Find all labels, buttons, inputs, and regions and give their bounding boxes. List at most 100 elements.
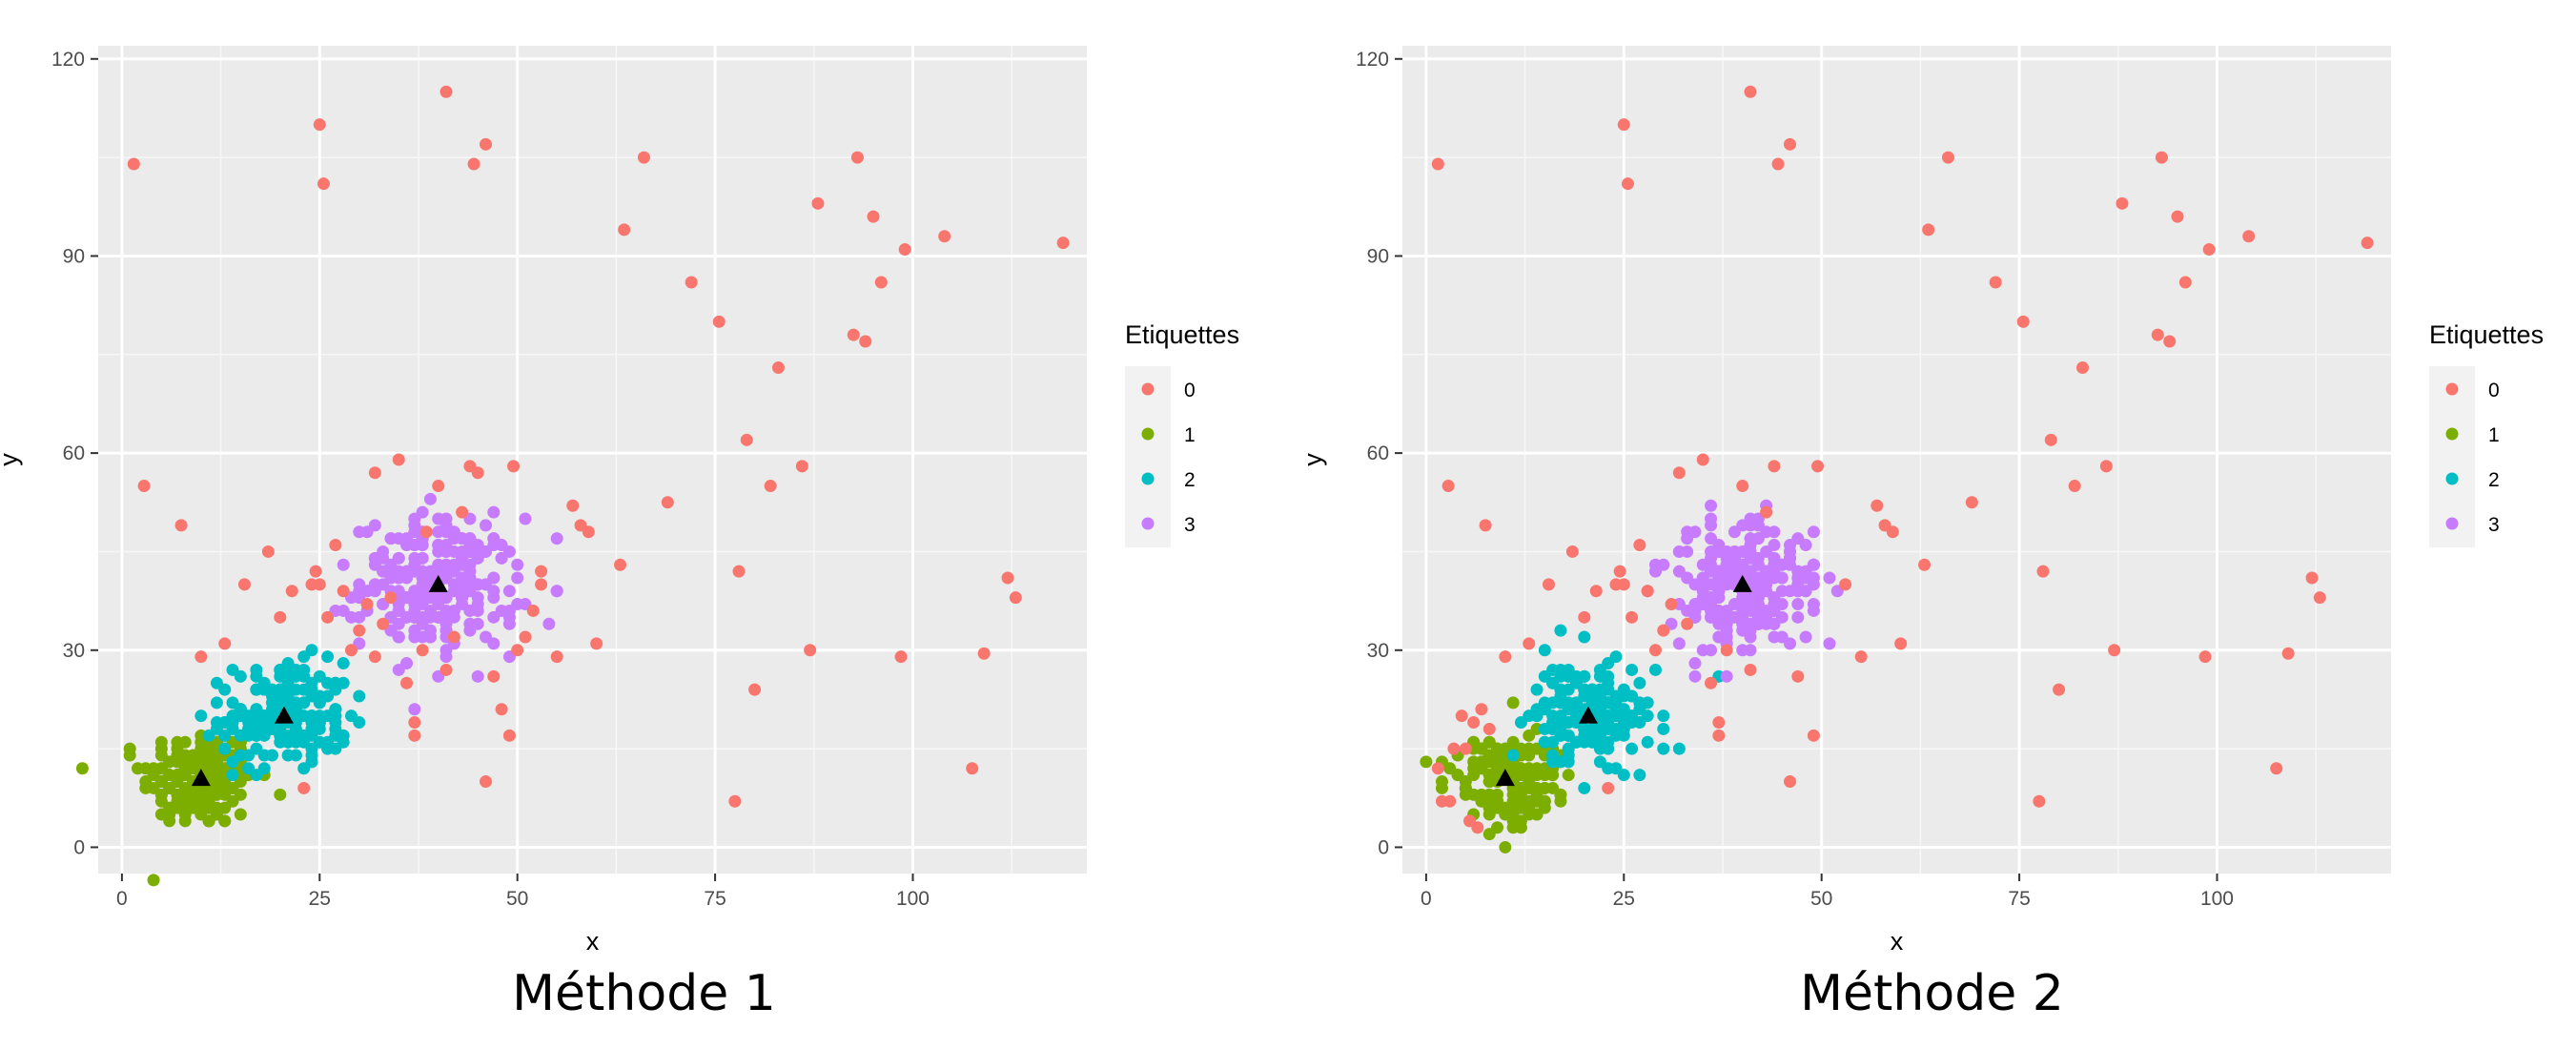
point-label-0 — [1578, 610, 1591, 624]
point-label-2 — [1554, 729, 1567, 742]
point-label-0 — [847, 328, 860, 341]
point-label-3 — [368, 578, 381, 591]
point-label-2 — [257, 676, 271, 689]
point-label-0 — [495, 703, 508, 716]
point-label-3 — [1657, 558, 1670, 571]
point-label-1 — [1443, 762, 1457, 775]
point-label-2 — [281, 676, 295, 689]
point-label-3 — [1736, 644, 1749, 657]
point-label-1 — [147, 762, 160, 775]
point-label-0 — [1854, 650, 1868, 664]
point-label-0 — [432, 480, 445, 493]
point-label-3 — [353, 578, 366, 591]
point-label-3 — [1799, 630, 1812, 644]
point-label-2 — [297, 696, 311, 710]
point-label-0 — [804, 644, 817, 657]
point-label-0 — [867, 210, 880, 223]
point-label-0 — [2198, 650, 2212, 664]
point-label-0 — [1565, 545, 1579, 558]
point-label-0 — [1009, 591, 1022, 605]
point-label-2 — [266, 716, 279, 730]
point-label-1 — [75, 762, 89, 775]
point-label-0 — [1839, 578, 1852, 591]
point-label-0 — [618, 223, 631, 237]
point-label-0 — [1712, 716, 1726, 730]
point-label-0 — [1784, 137, 1797, 151]
point-label-0 — [1771, 157, 1785, 171]
y-tick-label: 0 — [73, 836, 85, 858]
caption-methode-2: Méthode 2 — [1800, 965, 2064, 1022]
point-label-2 — [321, 650, 335, 664]
point-label-0 — [1811, 460, 1825, 473]
point-label-3 — [1712, 539, 1726, 552]
point-label-0 — [408, 716, 421, 730]
point-label-1 — [147, 874, 160, 887]
point-label-2 — [1625, 742, 1639, 755]
legend-label-3: 3 — [2488, 514, 2500, 536]
legend: Etiquettes 0 1 2 3 — [2429, 320, 2544, 547]
point-label-2 — [1593, 663, 1606, 676]
point-label-3 — [1705, 644, 1718, 657]
point-label-3 — [1720, 558, 1733, 571]
point-label-0 — [1784, 775, 1797, 789]
point-label-2 — [1546, 676, 1560, 689]
point-label-0 — [467, 157, 480, 171]
point-label-2 — [305, 742, 318, 755]
point-label-0 — [748, 683, 762, 696]
point-label-2 — [289, 722, 302, 735]
point-label-0 — [614, 558, 627, 571]
point-label-3 — [480, 519, 493, 532]
data-points — [75, 85, 1070, 887]
point-label-0 — [408, 729, 421, 742]
centroid-marker — [1578, 706, 1598, 724]
x-tick-label: 25 — [309, 888, 331, 910]
point-label-1 — [163, 755, 176, 769]
point-label-0 — [1459, 742, 1472, 755]
legend-key-background — [1125, 366, 1171, 547]
point-label-0 — [1482, 722, 1496, 735]
point-label-0 — [1989, 276, 2002, 289]
point-label-0 — [416, 644, 429, 657]
point-label-0 — [487, 669, 501, 683]
point-label-0 — [795, 460, 808, 473]
point-label-0 — [353, 624, 366, 637]
point-label-3 — [471, 591, 484, 605]
point-label-0 — [2178, 276, 2192, 289]
point-label-2 — [218, 729, 232, 742]
point-label-3 — [432, 610, 445, 624]
point-label-2 — [234, 729, 247, 742]
point-label-2 — [1625, 663, 1639, 676]
point-label-0 — [740, 433, 753, 446]
point-label-1 — [210, 755, 223, 769]
y-tick-label: 90 — [63, 245, 85, 267]
point-label-1 — [1506, 794, 1520, 808]
point-label-2 — [210, 676, 223, 689]
point-label-0 — [566, 499, 580, 512]
legend-title: Etiquettes — [2429, 320, 2544, 349]
point-label-3 — [519, 512, 532, 525]
point-label-0 — [480, 775, 493, 789]
point-label-2 — [1602, 722, 1615, 735]
point-label-2 — [1530, 683, 1544, 696]
x-axis-title: x — [1891, 927, 1904, 956]
point-label-0 — [2155, 151, 2168, 164]
legend-label-3: 3 — [1184, 514, 1196, 536]
point-label-1 — [218, 788, 232, 801]
point-label-0 — [1443, 794, 1457, 808]
point-label-0 — [874, 276, 888, 289]
point-label-2 — [305, 710, 318, 723]
point-label-3 — [416, 539, 429, 552]
point-label-0 — [2313, 591, 2326, 605]
point-label-3 — [423, 492, 437, 505]
point-label-3 — [1799, 539, 1812, 552]
point-label-0 — [1807, 729, 1820, 742]
point-label-3 — [487, 610, 501, 624]
point-label-0 — [1617, 578, 1630, 591]
point-label-0 — [1625, 610, 1639, 624]
point-label-0 — [377, 617, 390, 630]
legend-key-2 — [2445, 472, 2459, 485]
point-label-3 — [502, 585, 516, 598]
point-label-3 — [1791, 598, 1805, 611]
legend-key-0 — [1141, 382, 1155, 396]
